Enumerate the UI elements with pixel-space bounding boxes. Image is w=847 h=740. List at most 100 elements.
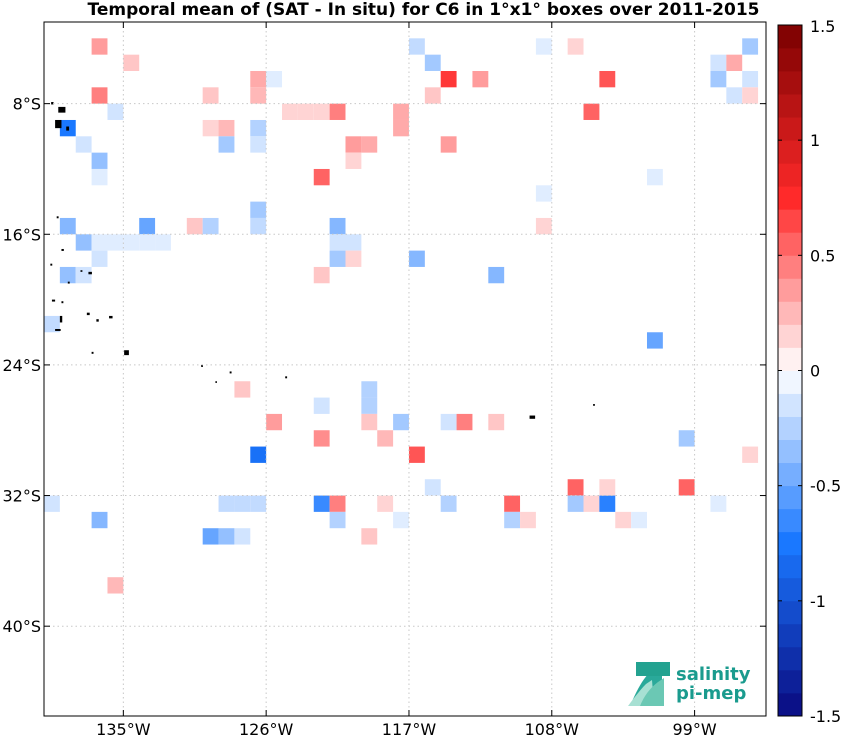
colorbar-tick-label: 0.5 — [810, 246, 835, 265]
colorbar-segment — [778, 600, 802, 625]
land-patch — [109, 315, 113, 319]
colorbar-segment — [778, 324, 802, 348]
x-tick-label: 126°W — [239, 720, 294, 739]
heatmap-cell — [615, 511, 632, 529]
y-tick-label: 8°S — [13, 95, 41, 114]
land-patch — [86, 312, 90, 316]
heatmap-cell — [345, 250, 362, 267]
x-tick-label: 108°W — [525, 720, 580, 739]
heatmap-cell — [250, 119, 267, 137]
heatmap-cell — [139, 234, 156, 251]
logo-wave-icon — [640, 678, 664, 706]
heatmap-cell — [377, 495, 394, 512]
colorbar-segment — [778, 416, 802, 440]
heatmap-cell — [504, 511, 521, 529]
heatmap-cell — [535, 38, 552, 55]
colorbar-segment — [778, 186, 802, 210]
heatmap-cell — [44, 495, 60, 512]
heatmap-cell — [44, 315, 60, 333]
heatmap-cell — [408, 38, 425, 55]
heatmap-cell — [282, 103, 298, 120]
heatmap-cell — [59, 217, 76, 235]
heatmap-cell — [361, 136, 378, 153]
colorbar-segment — [778, 163, 802, 187]
heatmap-cell — [123, 234, 140, 251]
colorbar-segment — [778, 692, 802, 717]
heatmap-cell — [599, 479, 616, 496]
colorbar-segment — [778, 554, 802, 579]
land-patch — [50, 263, 53, 266]
land-patch — [201, 364, 203, 367]
heatmap-cell — [218, 528, 235, 545]
colorbar-tick-label: 0 — [810, 362, 820, 381]
land-patch — [56, 216, 59, 219]
heatmap-cell — [139, 217, 156, 235]
colorbar-segment — [778, 232, 802, 256]
colorbar-segment — [778, 646, 802, 671]
land-patch — [215, 381, 217, 383]
colorbar-segment — [778, 531, 802, 556]
colorbar-segment — [778, 577, 802, 602]
heatmap-cell — [504, 495, 521, 512]
salinity-pimep-logo: salinity pi-mep — [628, 662, 751, 706]
logo-line1: salinity — [676, 664, 751, 685]
heatmap-cell — [250, 217, 267, 235]
colorbar-segment — [778, 347, 802, 371]
heatmap-cell — [742, 87, 759, 104]
heatmap-cell — [329, 511, 346, 529]
heatmap-cell — [472, 70, 489, 88]
land-patch — [66, 126, 70, 131]
heatmap-cell — [202, 217, 219, 235]
heatmap-cell — [726, 54, 743, 71]
land-patch — [51, 299, 56, 302]
heatmap-cell — [567, 495, 584, 512]
heatmap-cells — [44, 38, 759, 594]
heatmap-cell — [234, 495, 251, 512]
colorbar-segment — [778, 370, 802, 394]
heatmap-cell — [266, 413, 283, 431]
heatmap-cell — [567, 38, 584, 55]
colorbar-segment — [778, 140, 802, 164]
land-patch — [96, 319, 99, 322]
heatmap-cell — [91, 250, 108, 267]
heatmap-cell — [107, 577, 124, 594]
heatmap-cell — [742, 446, 759, 463]
colorbar-tick-label: -1 — [810, 592, 826, 611]
heatmap-cell — [250, 446, 267, 463]
heatmap-cell — [313, 266, 330, 284]
heatmap-cell — [313, 103, 330, 120]
land-patch — [61, 301, 64, 304]
heatmap-cell — [313, 495, 330, 512]
colorbar-segment — [778, 25, 802, 49]
heatmap-cell — [599, 495, 616, 512]
chart-title: Temporal mean of (SAT - In situ) for C6 … — [87, 0, 760, 20]
heatmap-cell — [408, 446, 425, 463]
heatmap-cell — [646, 332, 663, 349]
logo-line2: pi-mep — [676, 683, 746, 704]
x-tick-label: 99°W — [672, 720, 716, 739]
heatmap-cell — [202, 87, 219, 104]
heatmap-cell — [250, 495, 267, 512]
y-tick-label: 16°S — [2, 225, 41, 244]
heatmap-cell — [329, 103, 346, 120]
heatmap-cell — [91, 168, 108, 186]
heatmap-cell — [75, 234, 92, 251]
colorbar-tick-label: 1 — [810, 131, 820, 150]
land-islands — [50, 102, 595, 419]
heatmap-cell — [424, 54, 441, 71]
heatmap-cell — [393, 413, 409, 431]
land-patch — [55, 328, 61, 331]
heatmap-cell — [377, 430, 394, 447]
heatmap-cell — [91, 234, 108, 251]
heatmap-cell — [329, 495, 346, 512]
land-patch — [285, 376, 288, 379]
heatmap-cell — [646, 168, 663, 186]
heatmap-cell — [91, 87, 108, 104]
heatmap-cell — [424, 87, 441, 104]
y-tick-label: 32°S — [2, 487, 41, 506]
heatmap-cell — [726, 87, 743, 104]
heatmap-cell — [218, 495, 235, 512]
y-axis: 8°S 16°S 24°S 32°S 40°S — [2, 95, 766, 636]
colorbar-segment — [778, 278, 802, 302]
